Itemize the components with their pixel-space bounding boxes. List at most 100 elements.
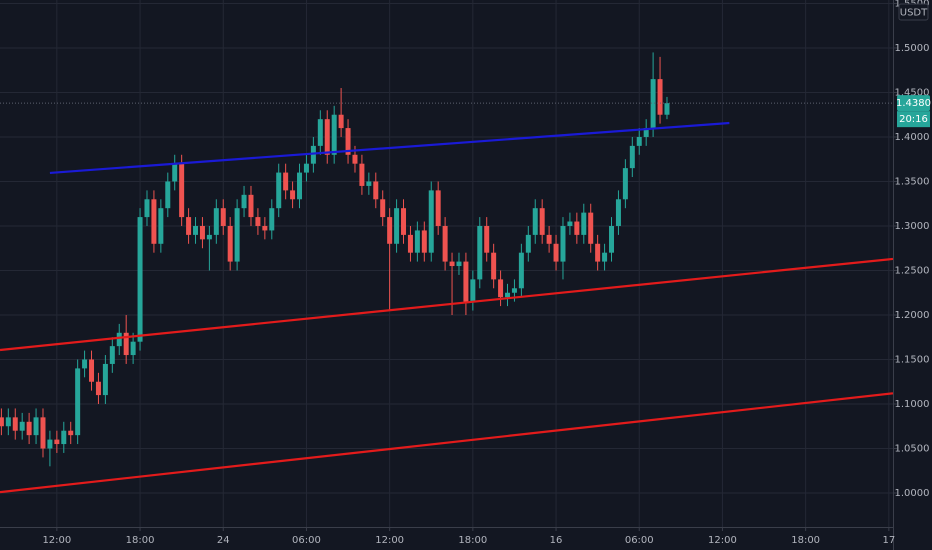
currency-box — [898, 3, 929, 21]
y-tick-label: 1.1000 — [895, 399, 930, 410]
candle-body — [310, 145, 316, 164]
candle-body — [643, 128, 649, 137]
last-price-box — [897, 95, 930, 112]
candle-body — [581, 212, 587, 235]
candle-body — [19, 421, 25, 431]
candle-body — [456, 261, 462, 267]
candle-body — [421, 230, 427, 253]
candle-body — [484, 225, 490, 253]
candle-body — [227, 225, 233, 262]
y-tick-label: 1.2500 — [895, 265, 930, 276]
candle-body — [234, 208, 240, 262]
x-tick-label: 12:00 — [375, 535, 404, 546]
x-tick-label: 24 — [217, 535, 230, 546]
candle-body — [220, 208, 226, 226]
candle-body — [518, 252, 524, 289]
candle-body — [158, 208, 164, 244]
candle-body — [109, 346, 115, 364]
candle-body — [165, 181, 171, 209]
candle-body — [588, 212, 594, 244]
candle-body — [199, 225, 205, 240]
grid — [0, 0, 893, 527]
x-tick-label: 18:00 — [791, 535, 820, 546]
candle-body — [89, 359, 95, 382]
candle-body — [206, 234, 212, 240]
candle-body — [186, 217, 192, 235]
candle-body — [172, 163, 178, 182]
candle-body — [366, 181, 372, 186]
candle-body — [213, 208, 219, 235]
candle-body — [345, 128, 351, 155]
candle-body — [297, 172, 303, 200]
candle-body — [151, 199, 157, 244]
candle-body — [463, 261, 469, 302]
candle-body — [428, 190, 434, 253]
candle-body — [373, 181, 379, 200]
candle-body — [511, 288, 517, 293]
candle-body — [123, 332, 129, 356]
x-tick-label: 18:00 — [458, 535, 487, 546]
countdown-label: 20:16 — [899, 114, 928, 125]
candle-body — [12, 417, 18, 431]
candle-body — [553, 243, 559, 262]
candle-body — [130, 341, 136, 356]
candle-body — [33, 417, 39, 436]
x-tick-label: 16 — [550, 535, 563, 546]
trend-line — [49, 121, 730, 175]
candle-body — [26, 421, 32, 436]
candle-body — [380, 199, 386, 218]
candle-body — [144, 199, 150, 218]
last-price-label: 1.4380 — [896, 98, 931, 109]
candle-body — [95, 381, 101, 396]
candle-body — [602, 252, 608, 262]
x-tick-label: 06:00 — [292, 535, 321, 546]
x-tick-label: 17 — [882, 535, 895, 546]
candle-body — [262, 225, 268, 231]
candle-body — [401, 208, 407, 235]
candle-body — [650, 79, 656, 129]
y-tick-label: 1.2000 — [895, 310, 930, 321]
candle-body — [567, 221, 573, 226]
candle-body — [664, 103, 670, 115]
candle-body — [352, 154, 358, 164]
candle-body — [560, 225, 566, 262]
candle-body — [276, 172, 282, 209]
candle-body — [248, 194, 254, 218]
y-tick-label: 1.5000 — [895, 43, 930, 54]
candle-body — [317, 119, 323, 146]
candle-body — [574, 221, 580, 235]
candle-body — [532, 208, 538, 235]
candle-body — [5, 417, 11, 427]
axes: 1.0000 1.0500 1.1000 1.1500 1.2000 1.2500 1.30… — [42, 0, 931, 546]
candle-body — [477, 225, 483, 280]
candle-body — [546, 234, 552, 244]
candle-body — [193, 225, 199, 235]
y-tick-label: 1.3500 — [895, 176, 930, 187]
x-tick-label: 12:00 — [42, 535, 71, 546]
candle-body — [442, 225, 448, 262]
trend-line — [0, 392, 894, 494]
candle-body — [394, 208, 400, 244]
y-tick-label: 1.4000 — [895, 132, 930, 143]
y-tick-label: 1.3000 — [895, 221, 930, 232]
candle-body — [290, 190, 296, 200]
candle-body — [116, 332, 122, 347]
candle-body — [179, 163, 185, 218]
candle-body — [40, 417, 46, 449]
candle-body — [241, 194, 247, 209]
candle-body — [68, 430, 74, 436]
x-tick-label: 18:00 — [126, 535, 155, 546]
candle-body — [82, 359, 88, 369]
candle-body — [75, 368, 81, 436]
candle-body — [0, 417, 4, 427]
candle-body — [435, 190, 441, 226]
candle-body — [102, 363, 108, 396]
candle-body — [407, 234, 413, 253]
candle-body — [269, 208, 275, 231]
y-tick-label: 1.1500 — [895, 354, 930, 365]
plot — [0, 52, 894, 494]
candle-body — [525, 234, 531, 253]
candle-body — [61, 430, 67, 445]
